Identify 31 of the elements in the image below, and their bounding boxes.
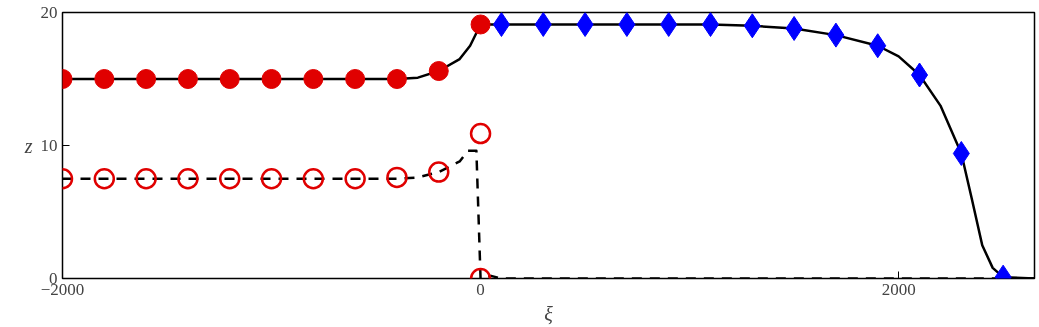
point — [260, 168, 283, 190]
point — [492, 12, 510, 37]
y-tick-label: 20 — [40, 3, 58, 22]
point — [136, 69, 157, 89]
point — [386, 166, 408, 189]
point — [386, 69, 407, 89]
point — [344, 168, 366, 190]
point — [94, 69, 115, 89]
point — [177, 69, 198, 89]
point — [428, 61, 449, 81]
x-tick-label: 2000 — [881, 279, 916, 299]
y-tick-label: 10 — [40, 136, 58, 155]
point — [93, 168, 116, 190]
point — [618, 12, 636, 37]
point — [261, 69, 282, 89]
point — [660, 12, 678, 37]
x-tick-label: 0 — [476, 279, 485, 299]
point — [576, 12, 594, 37]
point — [219, 69, 240, 89]
point — [534, 12, 552, 37]
x-axis-title: ξ — [544, 302, 554, 325]
point — [469, 122, 492, 145]
point — [345, 69, 366, 89]
point — [135, 168, 157, 190]
point — [470, 14, 491, 35]
point — [177, 168, 199, 190]
point — [428, 161, 450, 183]
point — [302, 168, 325, 190]
y-axis-title: z — [23, 134, 33, 157]
point — [303, 69, 324, 89]
point — [218, 168, 241, 190]
